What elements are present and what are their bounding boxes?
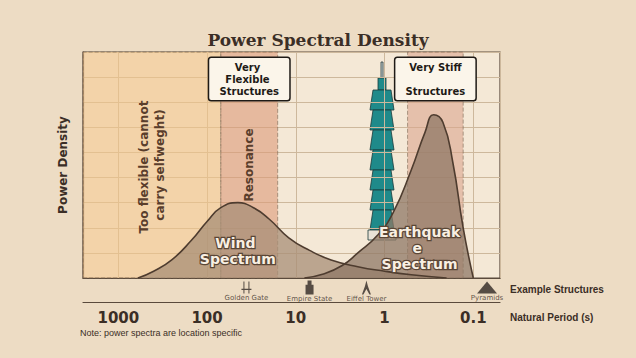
svg-text:Spectrum: Spectrum: [200, 251, 276, 267]
svg-text:Too flexible (cannot: Too flexible (cannot: [137, 96, 151, 233]
svg-text:Resonance: Resonance: [242, 128, 256, 201]
svg-text:0.1: 0.1: [460, 309, 487, 327]
svg-text:1: 1: [379, 309, 389, 327]
svg-text:Empire State: Empire State: [287, 295, 332, 303]
svg-text:Example Structures: Example Structures: [510, 284, 604, 295]
svg-text:10: 10: [285, 309, 306, 327]
svg-text:e: e: [412, 240, 426, 256]
svg-text:100: 100: [191, 309, 222, 327]
svg-text:1000: 1000: [97, 309, 139, 327]
svg-text:Power Spectral Density: Power Spectral Density: [207, 30, 429, 50]
svg-text:Golden Gate: Golden Gate: [225, 294, 269, 302]
svg-text:carry selfweght): carry selfweght): [153, 109, 167, 220]
svg-text:Flexible: Flexible: [225, 74, 273, 85]
svg-text:Pyramids: Pyramids: [471, 294, 504, 302]
svg-text:Structures: Structures: [406, 86, 466, 97]
svg-text:Eiffel Tower: Eiffel Tower: [346, 295, 386, 303]
svg-text:Natural Period (s): Natural Period (s): [510, 312, 593, 323]
svg-text:Structures: Structures: [219, 86, 279, 97]
svg-text:Wind: Wind: [215, 235, 260, 251]
svg-text:Very Stiff: Very Stiff: [409, 62, 462, 73]
svg-text:Very: Very: [235, 62, 264, 73]
svg-text:Power Density: Power Density: [56, 116, 70, 214]
svg-text:Spectrum: Spectrum: [382, 256, 458, 272]
svg-text:Note: power spectra are locati: Note: power spectra are location specifi…: [80, 328, 243, 338]
svg-text:Earthquak: Earthquak: [379, 224, 461, 240]
